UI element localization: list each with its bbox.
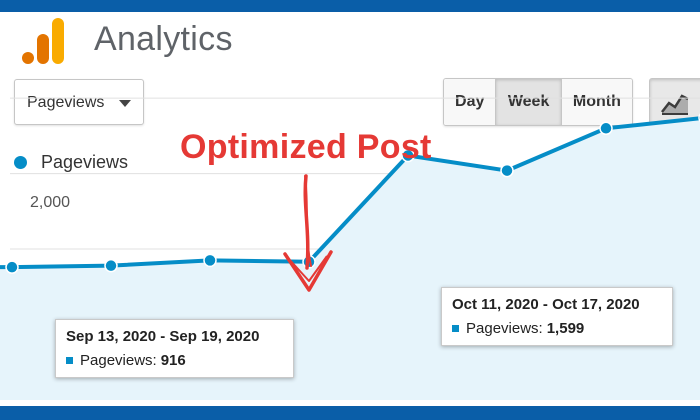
period-toggle-group: Day Week Month xyxy=(443,78,633,126)
chart-type-button[interactable] xyxy=(649,78,700,124)
series-swatch xyxy=(66,357,73,364)
annotation-label: Optimized Post xyxy=(180,128,432,166)
tooltip-value: 916 xyxy=(160,352,186,369)
line-chart-icon xyxy=(661,94,689,115)
tooltip-metric: Pageviews: xyxy=(80,352,157,369)
chart-legend: Pageviews xyxy=(14,152,128,173)
tooltip-row: Pageviews: 916 xyxy=(66,352,283,369)
annotation-arrow xyxy=(283,174,333,292)
y-tick-label: 2,000 xyxy=(30,194,71,211)
data-point[interactable] xyxy=(104,258,118,273)
data-point[interactable] xyxy=(599,121,613,136)
tooltip-oct: Oct 11, 2020 - Oct 17, 2020 Pageviews: 1… xyxy=(441,287,673,346)
day-button[interactable]: Day xyxy=(444,79,497,125)
tooltip-date: Sep 13, 2020 - Sep 19, 2020 xyxy=(66,328,260,345)
data-point[interactable] xyxy=(500,163,514,178)
week-button[interactable]: Week xyxy=(496,79,562,125)
legend-label: Pageviews xyxy=(41,152,129,172)
bottom-frame-border xyxy=(0,406,700,420)
analytics-logo-icon xyxy=(22,18,66,66)
tooltip-metric: Pageviews: xyxy=(466,320,543,337)
series-line xyxy=(0,116,700,270)
series-swatch xyxy=(452,325,459,332)
metric-select[interactable]: Pageviews xyxy=(14,79,144,125)
top-frame-border xyxy=(0,0,700,12)
legend-swatch xyxy=(14,156,27,169)
month-button[interactable]: Month xyxy=(561,79,632,125)
app-title: Analytics xyxy=(94,20,233,58)
tooltip-row: Pageviews: 1,599 xyxy=(452,320,662,337)
data-point[interactable] xyxy=(5,260,19,274)
chevron-down-icon xyxy=(119,100,131,107)
data-point[interactable] xyxy=(203,253,217,268)
tooltip-date: Oct 11, 2020 - Oct 17, 2020 xyxy=(452,296,640,313)
data-point[interactable] xyxy=(401,148,415,163)
tooltip-sep: Sep 13, 2020 - Sep 19, 2020 Pageviews: 9… xyxy=(55,319,294,378)
tooltip-value: 1,599 xyxy=(546,320,585,337)
